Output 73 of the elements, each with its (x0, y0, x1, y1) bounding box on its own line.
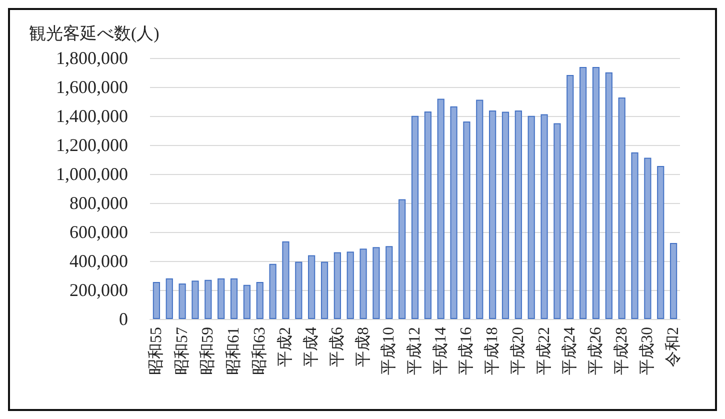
y-tick-label: 0 (119, 309, 128, 329)
bar (437, 98, 444, 319)
bar (243, 284, 251, 319)
x-tick-label: 昭和59 (198, 327, 217, 375)
y-tick-label: 1,800,000 (56, 48, 128, 68)
bar (230, 278, 238, 319)
y-axis-title: 観光客延べ数(人) (29, 24, 160, 43)
bar (178, 283, 186, 319)
x-tick-label: 平成30 (638, 327, 656, 375)
x-tick-label: 平成14 (431, 327, 450, 375)
x-tick-label: 昭和63 (250, 327, 268, 375)
y-tick-label: 200,000 (70, 280, 128, 300)
bar (657, 166, 664, 319)
bar (644, 158, 652, 319)
bar (631, 152, 638, 319)
x-tick-label: 平成22 (534, 327, 553, 375)
x-tick-label: 平成16 (457, 327, 476, 375)
x-tick-label: 平成18 (483, 327, 502, 375)
bar (398, 199, 406, 319)
bar (566, 74, 574, 319)
bar (605, 72, 612, 319)
bar (514, 110, 522, 319)
bar (166, 278, 173, 319)
y-tick-label: 600,000 (70, 222, 128, 242)
x-tick-label: 平成6 (328, 327, 346, 367)
bar (489, 110, 496, 319)
x-tick-label: 平成26 (586, 327, 604, 375)
bar (152, 282, 160, 319)
bar (540, 114, 548, 319)
bar (411, 116, 419, 319)
x-tick-label: 平成28 (612, 327, 630, 375)
y-tick-label: 400,000 (70, 251, 128, 271)
bar (476, 100, 484, 319)
bar (670, 243, 678, 319)
bar (192, 280, 199, 319)
x-tick-label: 平成20 (508, 327, 527, 375)
bar (592, 66, 600, 319)
bar (204, 280, 212, 319)
y-tick-label: 1,400,000 (56, 106, 128, 126)
x-tick-label: 平成4 (302, 327, 320, 367)
bar (295, 262, 302, 319)
x-tick-label: 平成2 (276, 327, 294, 367)
y-tick-label: 1,000,000 (56, 164, 128, 184)
bar (450, 106, 458, 319)
x-tick-label: 昭和55 (146, 327, 165, 375)
bar (502, 112, 510, 319)
bar (528, 116, 535, 319)
y-tick-label: 800,000 (70, 193, 128, 213)
y-tick-label: 1,200,000 (56, 135, 128, 155)
x-tick-label: 平成8 (354, 327, 372, 367)
x-tick-label: 昭和57 (172, 327, 191, 375)
bar (360, 248, 367, 319)
bar (579, 66, 587, 319)
bar (320, 262, 328, 319)
bar (618, 97, 626, 319)
bar (372, 247, 380, 319)
x-tick-label: 昭和61 (224, 327, 243, 375)
y-tick-label: 1,600,000 (56, 77, 128, 97)
bar (463, 122, 470, 319)
bar (424, 112, 432, 319)
x-tick-label: 平成24 (560, 327, 579, 375)
bar (218, 278, 225, 319)
bar (256, 282, 264, 319)
bar (554, 123, 561, 319)
bar (346, 252, 354, 319)
bar (282, 241, 290, 319)
bar (386, 246, 393, 319)
bar (308, 255, 316, 319)
x-tick-label: 令和2 (664, 327, 682, 367)
x-tick-label: 平成10 (380, 327, 398, 375)
x-tick-label: 平成12 (406, 327, 424, 375)
bar (334, 252, 341, 319)
bar (269, 264, 276, 319)
